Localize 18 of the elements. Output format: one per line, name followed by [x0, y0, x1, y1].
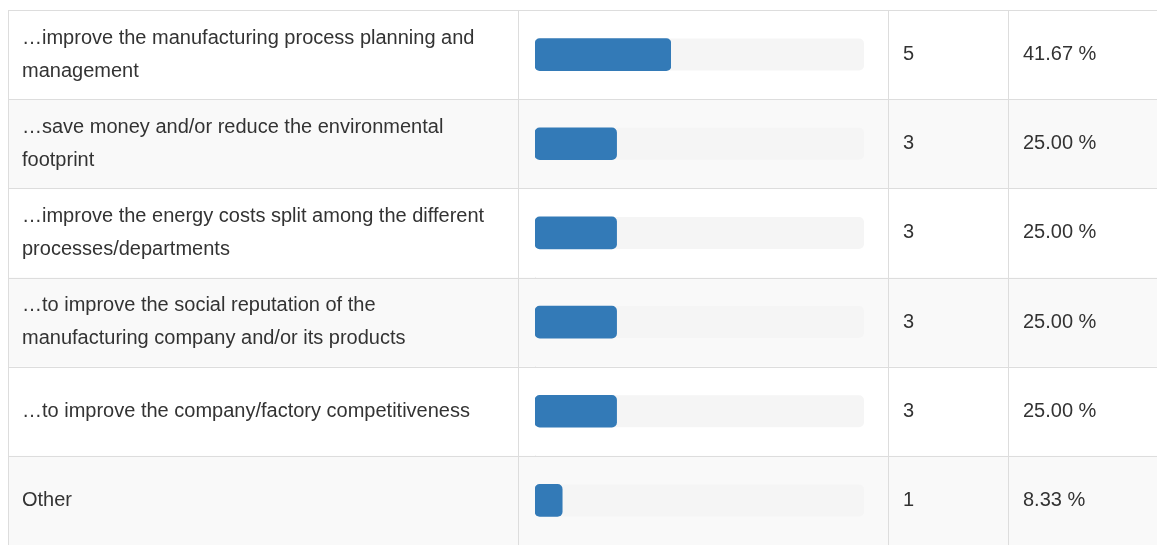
y-tick-label: Other [22, 487, 73, 510]
y-tick-label: …save money and/or reduce the environmental footprint [22, 114, 444, 170]
y-tick-label: …to improve the company/factory competitiveness [22, 398, 470, 421]
y-tick-label: …to improve the social reputation of the manufacturing company and/or its products [22, 293, 406, 349]
text: 3 [903, 398, 915, 421]
text: 25.00 % [1023, 131, 1097, 154]
text: 25.00 % [1023, 309, 1097, 332]
text: 5 [903, 42, 915, 65]
text: 3 [903, 220, 915, 243]
text: 25.00 % [1023, 398, 1097, 421]
text: 41.67 % [1023, 42, 1097, 65]
text: 3 [903, 131, 915, 154]
y-tick-label: …improve the energy costs split among the different processes/departments [22, 203, 485, 259]
text: 3 [903, 309, 915, 332]
text: 25.00 % [1023, 220, 1097, 243]
text: 1 [903, 487, 915, 510]
text: 8.33 % [1023, 487, 1086, 510]
y-tick-label: …improve the manufacturing process planning and management [22, 25, 475, 81]
